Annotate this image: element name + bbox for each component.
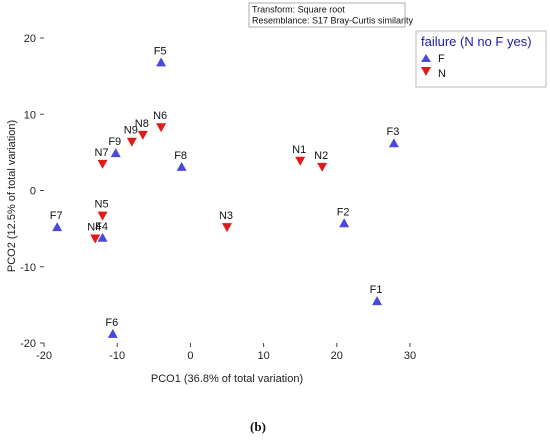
point-label-n5: N5: [95, 199, 109, 211]
point-label-f8: F8: [174, 150, 187, 162]
legend: failure (N no F yes) F N: [415, 30, 547, 88]
x-axis-label: PCO1 (36.8% of total variation): [151, 373, 303, 385]
point-label-f6: F6: [105, 317, 118, 329]
marker-f1: [372, 296, 383, 306]
point-label-n1: N1: [292, 144, 306, 156]
x-tick-label: 30: [404, 350, 416, 362]
marker-n9: [126, 137, 137, 147]
marker-f3: [388, 138, 399, 148]
transform-annotation: Transform: Square root Resemblance: S17 …: [248, 2, 414, 28]
legend-marker-f: [421, 54, 431, 62]
marker-n2: [317, 162, 328, 172]
point-label-n2: N2: [314, 150, 328, 162]
point-label-f7: F7: [50, 210, 63, 222]
marker-f2: [339, 218, 350, 228]
point-label-f4: F4: [95, 221, 108, 233]
marker-n3: [222, 223, 232, 233]
legend-label-f: F: [438, 53, 445, 65]
point-label-f3: F3: [386, 126, 399, 138]
point-label-n8: N8: [135, 118, 149, 130]
marker-f5: [156, 57, 167, 67]
point-label-f9: F9: [108, 136, 121, 148]
axis-ticks: -20 -10 0 10 20 30 -20 -10 0 10 20: [20, 33, 416, 362]
x-tick-label: 10: [257, 350, 269, 362]
marker-f4: [97, 232, 108, 242]
marker-n8: [137, 130, 148, 140]
marker-n7: [97, 159, 108, 169]
marker-n4: [90, 234, 101, 244]
legend-label-n: N: [438, 68, 446, 80]
y-tick-label: 0: [30, 186, 36, 198]
annotation-line-resemblance: Resemblance: S17 Bray-Curtis similarity: [252, 16, 414, 26]
figure-caption: (b): [250, 419, 266, 434]
legend-marker-n: [421, 67, 431, 76]
legend-box: [415, 30, 547, 88]
annotation-box: [248, 2, 406, 28]
y-tick-label: 20: [24, 33, 36, 45]
point-label-f5: F5: [154, 45, 167, 57]
marker-f9: [110, 148, 121, 158]
marker-n6: [156, 123, 167, 133]
point-label-n3: N3: [219, 210, 233, 222]
x-tick-label: 0: [187, 350, 193, 362]
point-label-f1: F1: [370, 284, 383, 296]
x-tick-label: 20: [331, 350, 343, 362]
annotation-line-transform: Transform: Square root: [252, 5, 345, 15]
marker-f8: [176, 161, 187, 171]
y-tick-label: -20: [20, 338, 36, 350]
point-label-f2: F2: [337, 206, 350, 218]
point-label-n6: N6: [153, 110, 167, 122]
y-tick-label: -10: [20, 262, 36, 274]
point-label-n7: N7: [95, 147, 109, 159]
marker-f6: [107, 328, 118, 338]
y-tick-label: 10: [24, 109, 36, 121]
y-axis-label: PCO2 (12.5% of total variation): [6, 120, 18, 272]
marker-f7: [52, 222, 63, 232]
legend-title: failure (N no F yes): [421, 34, 532, 49]
x-tick-label: -20: [36, 350, 52, 362]
point-label-n4: N4: [87, 222, 101, 234]
point-label-n9: N9: [124, 125, 138, 137]
marker-n1: [295, 156, 306, 166]
x-tick-label: -10: [109, 350, 125, 362]
marker-n5: [97, 211, 108, 221]
